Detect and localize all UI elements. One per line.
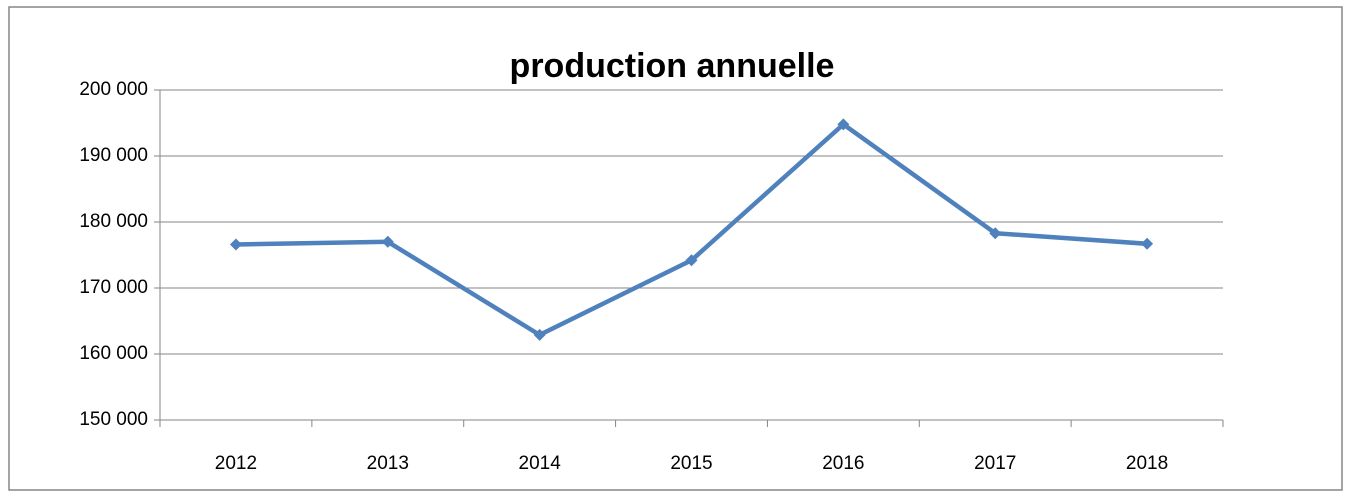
y-tick-label: 160 000: [79, 343, 148, 364]
x-tick-label: 2017: [974, 453, 1016, 474]
marker: [533, 328, 546, 341]
x-tick-label: 2013: [367, 453, 409, 474]
marker: [229, 238, 242, 251]
x-tick-label: 2016: [822, 453, 864, 474]
marker: [381, 235, 394, 248]
y-tick-label: 200 000: [79, 79, 148, 100]
x-tick-label: 2018: [1126, 453, 1168, 474]
marker: [837, 118, 850, 131]
marker: [989, 227, 1002, 240]
y-tick-label: 170 000: [79, 277, 148, 298]
x-tick-label: 2012: [215, 453, 257, 474]
x-tick-label: 2014: [519, 453, 562, 474]
y-tick-label: 190 000: [79, 145, 148, 166]
marker: [685, 254, 698, 267]
marker: [1141, 237, 1154, 250]
chart-title: production annuelle: [510, 47, 835, 85]
y-tick-label: 150 000: [79, 409, 148, 430]
y-tick-label: 180 000: [79, 211, 148, 232]
x-tick-label: 2015: [670, 453, 712, 474]
chart-border: [8, 6, 1343, 491]
